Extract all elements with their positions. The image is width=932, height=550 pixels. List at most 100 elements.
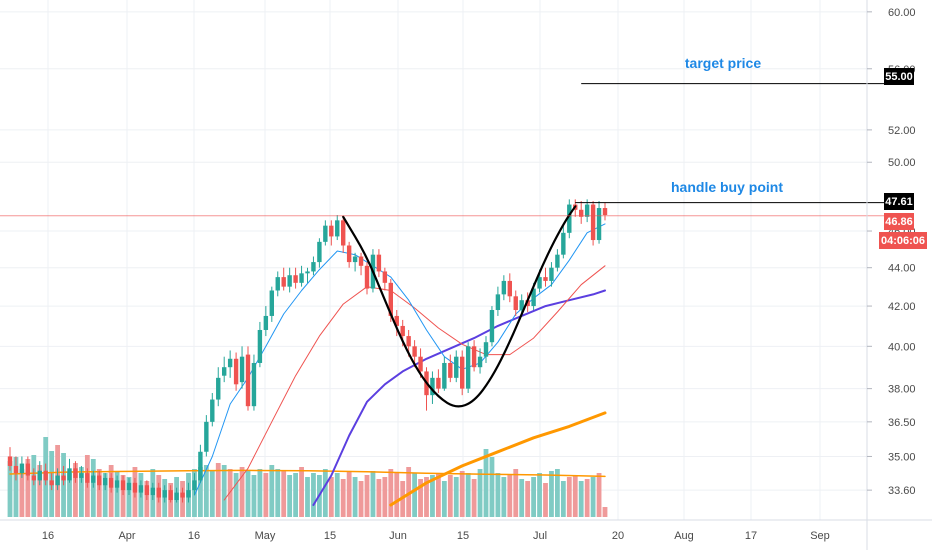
candle-body	[579, 209, 584, 217]
candle-body	[602, 208, 608, 216]
time-tick-label: 17	[745, 530, 757, 542]
volume-bar	[560, 481, 566, 517]
bar-countdown-badge	[879, 232, 927, 249]
candle-body	[561, 232, 566, 255]
candle-body	[293, 275, 298, 283]
candle-body	[91, 475, 96, 483]
candle-body	[73, 468, 78, 478]
volume-bar	[287, 475, 293, 517]
target-price-badge	[884, 68, 914, 85]
price-tick-label: 60.00	[888, 7, 916, 19]
candle-body	[418, 356, 423, 372]
candle-body	[471, 346, 477, 368]
candle-body	[596, 208, 602, 241]
price-tick-label: 38.00	[888, 384, 916, 396]
candle-body	[162, 490, 167, 498]
volume-bar	[578, 481, 584, 517]
candle-body	[400, 325, 405, 337]
volume-bar	[269, 465, 275, 517]
candle-body	[37, 470, 42, 481]
candle-body	[180, 492, 185, 498]
volume-bar	[525, 481, 531, 517]
candle-body	[19, 463, 25, 474]
volume-bar	[334, 473, 340, 517]
cup-curve	[342, 205, 577, 408]
candle-body	[245, 354, 251, 407]
time-tick-label: 16	[188, 530, 200, 542]
candle-body	[513, 296, 518, 311]
candle-body	[323, 225, 328, 242]
volume-bar	[114, 471, 120, 517]
volume-bar	[531, 477, 536, 517]
volume-bar	[19, 469, 25, 517]
time-tick-label: Sep	[810, 530, 830, 542]
volume-bar	[299, 467, 304, 517]
price-tick-label: 52.00	[888, 125, 916, 137]
candle-body	[394, 315, 399, 326]
volume-bar	[239, 467, 245, 517]
volume-bar	[346, 471, 352, 517]
candle-body	[174, 492, 179, 501]
volume-bar	[453, 477, 459, 517]
volume-bar	[293, 473, 298, 517]
volume-bar	[471, 479, 477, 517]
price-tick-label: 42.00	[888, 301, 916, 313]
candle-body	[192, 480, 197, 491]
candle-body	[227, 358, 233, 368]
volume-bar	[311, 473, 316, 517]
candle-body	[549, 267, 554, 281]
volume-bar	[251, 475, 257, 517]
price-axis[interactable]: 60.0056.0052.0050.0046.0044.0042.0040.00…	[867, 7, 916, 497]
candle-body	[460, 356, 465, 389]
volume-bar	[465, 473, 471, 517]
candle-body	[210, 399, 215, 422]
moving-average-10-line	[194, 223, 606, 496]
candle-body	[507, 280, 512, 297]
last-price-badge	[884, 213, 914, 230]
volume-bar	[412, 473, 417, 517]
volume-bar	[418, 479, 423, 517]
volume-bar	[572, 475, 578, 517]
candle-body	[454, 356, 459, 378]
volume-bar	[126, 477, 132, 517]
volume-bar	[388, 469, 394, 517]
candle-body	[412, 346, 417, 357]
time-axis[interactable]: 16 Apr 16 May 15 Jun 15 Jul 20 Aug 17 Sep	[42, 530, 830, 542]
candle-body	[436, 377, 441, 389]
candle-body	[495, 294, 501, 311]
volume-average-line	[9, 469, 606, 478]
volume-bar	[198, 467, 203, 517]
volume-bar	[566, 477, 572, 517]
handle-price-badge	[884, 193, 914, 210]
candle-body	[156, 487, 161, 498]
candle-body	[257, 329, 263, 363]
volume-bar	[37, 465, 43, 517]
candle-body	[79, 473, 84, 478]
volume-bar	[221, 465, 227, 517]
volume-bar	[203, 465, 209, 517]
candle-body	[465, 346, 471, 389]
time-tick-label: Aug	[674, 530, 694, 542]
volume-bar	[602, 507, 608, 517]
candle-body	[114, 480, 120, 488]
candle-body	[382, 271, 388, 283]
volume-bar	[555, 469, 560, 517]
candle-body	[97, 475, 102, 486]
candle-body	[269, 290, 274, 316]
volume-bar	[519, 479, 525, 517]
price-tick-label: 50.00	[888, 157, 916, 169]
volume-bar	[394, 473, 400, 517]
time-tick-label: 20	[612, 530, 624, 542]
volume-bar	[227, 469, 233, 517]
volume-bar	[507, 475, 513, 517]
candle-body	[222, 367, 227, 376]
candle-body	[85, 473, 90, 483]
candle-body	[525, 300, 530, 307]
volume-bar	[406, 467, 412, 517]
time-tick-label: 15	[457, 530, 469, 542]
moving-average-50-line	[312, 289, 606, 506]
time-tick-label: Jul	[533, 530, 547, 542]
volume-bar	[13, 457, 19, 517]
